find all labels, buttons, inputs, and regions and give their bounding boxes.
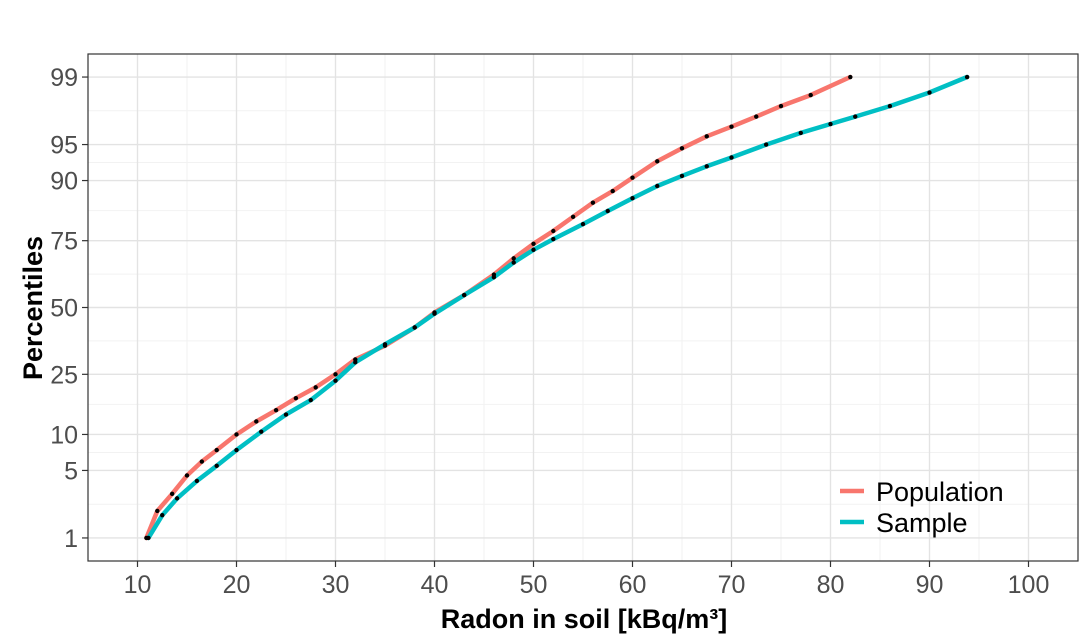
data-point-population [848, 74, 853, 80]
x-tick-label: 100 [1008, 571, 1050, 599]
data-point-sample [511, 260, 516, 265]
data-point-sample [214, 463, 219, 469]
y-tick-label: 5 [64, 457, 78, 485]
data-point-sample [580, 221, 586, 227]
data-point-population [808, 92, 813, 98]
x-tick-label: 40 [421, 571, 449, 599]
data-point-population [273, 407, 279, 413]
data-point-sample [462, 292, 467, 298]
y-tick-label: 50 [50, 295, 78, 323]
data-point-sample [308, 397, 313, 403]
x-axis-title: Radon in soil [kBq/m³] [441, 604, 728, 634]
data-point-population [778, 103, 784, 109]
data-point-population [199, 459, 205, 464]
data-point-population [551, 228, 556, 234]
data-point-sample [259, 429, 264, 434]
data-point-sample [763, 142, 769, 147]
x-tick-label: 20 [223, 571, 251, 599]
data-point-population [679, 146, 685, 151]
data-point-population [754, 114, 759, 119]
data-point-population [169, 491, 175, 497]
data-point-sample [194, 478, 200, 484]
y-tick-label: 95 [50, 132, 78, 160]
x-tick-label: 30 [322, 571, 350, 599]
data-point-sample [174, 496, 180, 501]
x-tick-label: 70 [718, 571, 746, 599]
y-tick-label: 75 [50, 228, 78, 256]
x-tick-label: 10 [124, 571, 152, 599]
data-point-population [511, 256, 516, 261]
major-grid [88, 54, 1078, 561]
data-point-population [184, 473, 190, 478]
y-axis-ticks: 1 5 10 25 50 75 90 95 99 [50, 64, 88, 553]
x-axis-ticks: 10 20 30 40 50 60 70 80 90 100 [124, 561, 1050, 599]
data-point-sample [704, 164, 709, 169]
data-point-sample [828, 121, 833, 127]
data-point-population [333, 372, 338, 377]
data-point-population [655, 159, 660, 164]
x-tick-label: 50 [520, 571, 548, 599]
y-tick-label: 10 [50, 421, 78, 449]
y-tick-label: 90 [50, 168, 78, 196]
data-point-sample [283, 412, 289, 417]
data-point-population [531, 241, 536, 246]
data-point-population [570, 214, 576, 220]
series-points [144, 74, 970, 541]
data-point-sample [333, 378, 338, 383]
x-tick-label: 90 [916, 571, 944, 599]
data-point-sample [412, 325, 417, 330]
data-point-sample [146, 535, 151, 541]
data-point-sample [491, 275, 497, 280]
data-point-sample [234, 447, 239, 453]
data-point-population [214, 447, 219, 453]
data-point-sample [630, 196, 635, 201]
data-point-sample [551, 236, 556, 242]
data-point-population [254, 419, 259, 424]
legend-label-population: Population [876, 477, 1004, 507]
data-point-sample [679, 173, 685, 179]
y-tick-label: 25 [50, 361, 78, 389]
data-point-sample [729, 155, 734, 160]
data-point-sample [605, 208, 610, 214]
y-tick-label: 1 [64, 525, 78, 553]
data-point-sample [353, 360, 358, 365]
data-point-sample [382, 342, 388, 347]
x-tick-label: 60 [619, 571, 647, 599]
data-point-sample [160, 513, 165, 518]
data-point-sample [531, 247, 536, 252]
legend-label-sample: Sample [876, 508, 968, 538]
minor-grid [88, 54, 1078, 561]
data-point-population [704, 134, 709, 139]
data-point-population [630, 175, 635, 180]
data-point-sample [964, 74, 970, 80]
x-tick-label: 80 [817, 571, 845, 599]
data-point-population [155, 508, 160, 514]
y-tick-label: 99 [50, 64, 78, 92]
data-point-sample [432, 311, 437, 316]
data-point-population [610, 188, 615, 194]
data-point-population [293, 395, 299, 401]
data-point-sample [853, 114, 858, 119]
data-point-population [234, 432, 239, 437]
data-point-sample [798, 130, 803, 136]
data-point-sample [887, 103, 893, 109]
data-point-sample [927, 90, 932, 95]
data-point-population [590, 200, 596, 205]
data-point-population [729, 124, 734, 129]
data-point-sample [655, 183, 660, 189]
y-axis-title: Percentiles [18, 236, 48, 380]
data-point-population [313, 385, 318, 390]
